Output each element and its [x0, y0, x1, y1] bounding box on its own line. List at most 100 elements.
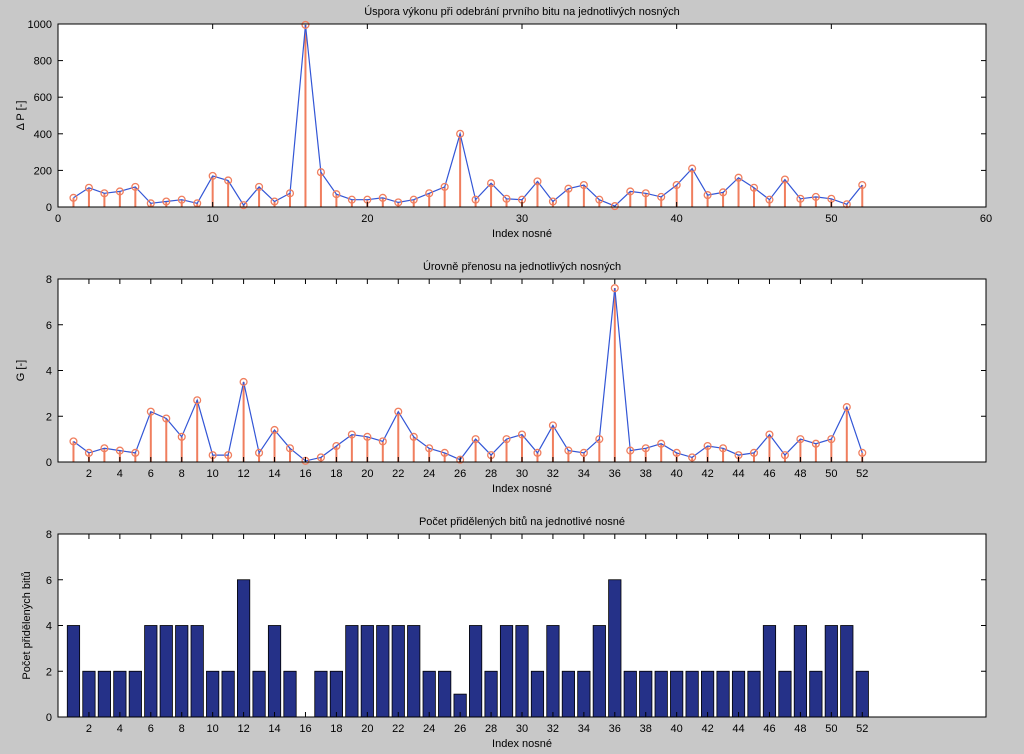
data-point [285, 189, 295, 198]
y-tick-label: 800 [34, 56, 52, 68]
bar [762, 625, 777, 718]
data-point [440, 182, 449, 191]
bar [237, 579, 251, 718]
x-tick-label: 10 [207, 213, 219, 225]
bar [190, 625, 204, 718]
y-tick-label: 6 [46, 320, 52, 332]
data-point [780, 451, 789, 460]
data-point [657, 192, 666, 201]
bar [731, 670, 746, 718]
x-tick-label: 48 [794, 468, 806, 480]
y-tick-label: 4 [46, 621, 52, 633]
x-tick-label: 18 [330, 468, 342, 480]
data-point [332, 190, 341, 199]
bar [840, 625, 854, 718]
x-tick-label: 30 [516, 723, 528, 735]
x-tick-label: 50 [825, 723, 837, 735]
data-point [270, 197, 279, 206]
bar [221, 670, 235, 718]
data-point [796, 435, 805, 444]
bar [561, 670, 575, 718]
data-point [858, 180, 867, 190]
x-tick-label: 30 [516, 213, 528, 225]
data-point [394, 198, 403, 207]
y-tick-label: 600 [34, 92, 52, 104]
data-point [610, 284, 619, 293]
y-tick-label: 6 [46, 575, 52, 587]
x-tick-label: 16 [299, 468, 311, 480]
y-tick-label: 1000 [28, 19, 52, 31]
x-tick-label: 50 [825, 213, 837, 225]
data-point [224, 451, 233, 460]
data-point [564, 446, 573, 455]
data-point [734, 173, 743, 182]
data-point [780, 175, 789, 184]
data-point [316, 168, 325, 177]
bar [515, 625, 529, 718]
x-tick-label: 36 [609, 723, 621, 735]
data-point [84, 448, 93, 457]
x-axis-label: Index nosné [492, 228, 552, 240]
data-point [858, 448, 867, 457]
bar [97, 670, 111, 718]
data-point [131, 448, 140, 457]
bar [809, 670, 823, 718]
data-point [719, 188, 728, 197]
bar [314, 670, 328, 718]
x-tick-label: 42 [701, 468, 713, 480]
bar [623, 670, 637, 718]
data-point [610, 202, 619, 211]
data-point [626, 446, 635, 455]
axes-transfer-levels: 2 4 6 8 10 12 14 16 18 20 22 24 26 28 30 32 34 36 38 40 42 44… [15, 260, 987, 495]
data-point [657, 439, 666, 448]
x-tick-label: 40 [671, 723, 683, 735]
data-point [440, 448, 449, 457]
x-tick-label: 20 [361, 468, 373, 480]
x-tick-label: 44 [732, 468, 744, 480]
x-tick-label: 12 [237, 723, 249, 735]
x-tick-label: 16 [299, 723, 311, 735]
y-tick-label: 0 [46, 457, 52, 469]
data-point [688, 453, 697, 462]
data-point [595, 435, 604, 444]
chart-title: Počet přidělených bitů na jednotlivé nos… [419, 516, 625, 528]
x-tick-label: 12 [237, 468, 249, 480]
series-line [73, 24, 863, 207]
data-point [208, 171, 217, 180]
data-point [487, 179, 496, 188]
x-tick-label: 6 [148, 723, 154, 735]
bar [345, 625, 359, 718]
data-point [595, 195, 604, 204]
data-point [502, 194, 511, 203]
x-tick-label: 24 [423, 723, 435, 735]
data-point [579, 448, 588, 457]
y-axis-label: Δ P [-] [15, 101, 27, 131]
data-point [765, 430, 774, 439]
x-tick-label: 8 [179, 723, 185, 735]
bar [824, 625, 838, 718]
x-tick-label: 28 [485, 723, 497, 735]
x-tick-label: 22 [392, 468, 404, 480]
bar [159, 625, 173, 718]
x-tick-label: 60 [980, 213, 992, 225]
data-point [533, 177, 542, 186]
data-point [332, 441, 341, 451]
x-tick-label: 32 [547, 468, 559, 480]
x-axis-label: Index nosné [492, 738, 552, 750]
x-tick-label: 36 [609, 468, 621, 480]
chart-title: Úspora výkonu při odebrání prvního bitu … [364, 5, 680, 18]
x-tick-label: 0 [55, 213, 61, 225]
data-point [796, 194, 805, 203]
data-point [270, 425, 279, 435]
bar [82, 670, 96, 718]
y-axis-label: G [-] [15, 360, 27, 381]
data-point [672, 448, 681, 457]
x-tick-label: 10 [207, 723, 219, 735]
bar [407, 625, 421, 718]
data-point [471, 195, 480, 204]
data-point [626, 187, 635, 196]
x-tick-label: 10 [207, 468, 219, 480]
data-point [285, 444, 295, 453]
bar [66, 625, 81, 718]
